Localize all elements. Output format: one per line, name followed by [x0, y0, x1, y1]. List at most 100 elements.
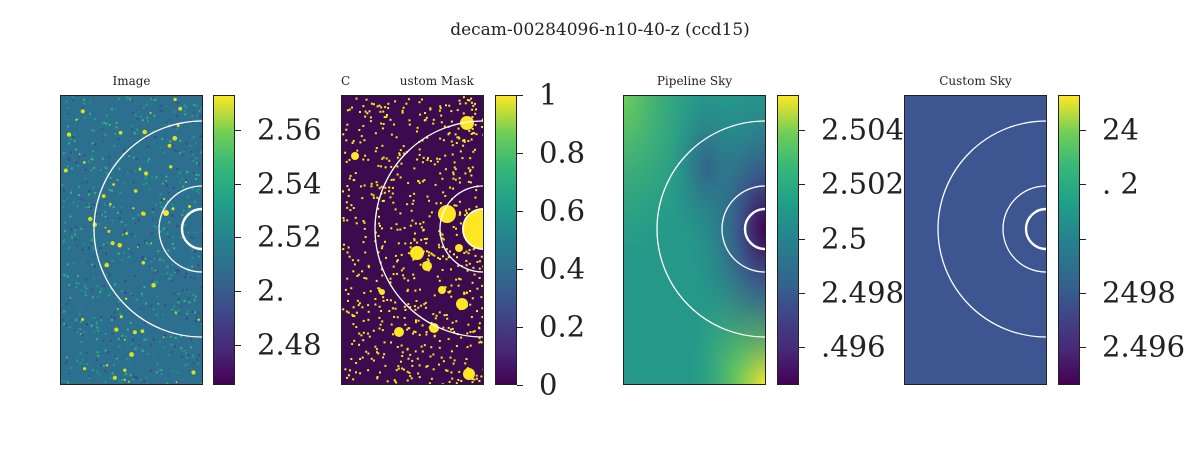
noise-pixel [150, 304, 153, 307]
mask-pixel [471, 297, 474, 300]
noise-pixel [150, 97, 153, 100]
noise-pixel [79, 320, 82, 323]
mask-blob [438, 205, 456, 223]
star [169, 165, 173, 169]
mask-pixel [355, 97, 358, 100]
noise-pixel [87, 377, 90, 380]
mask-pixel [459, 222, 462, 225]
mask-pixel [470, 97, 473, 100]
mask-pixel [471, 108, 474, 111]
noise-pixel [167, 354, 170, 357]
colorbar-tick [235, 129, 241, 131]
noise-pixel [177, 298, 180, 301]
mask-pixel [404, 323, 407, 326]
noise-pixel [151, 211, 154, 214]
custom-mask-panel [341, 95, 484, 385]
noise-pixel [124, 292, 127, 295]
noise-pixel [162, 346, 165, 349]
noise-pixel [186, 317, 188, 320]
noise-pixel [138, 111, 141, 114]
mask-pixel [355, 362, 358, 364]
noise-pixel [68, 299, 70, 302]
noise-pixel [99, 291, 102, 293]
mask-pixel [372, 196, 375, 199]
mask-pixel [452, 226, 455, 228]
star [197, 318, 200, 321]
mask-pixel [458, 213, 461, 216]
mask-pixel [455, 233, 458, 236]
noise-pixel [64, 229, 67, 232]
noise-pixel [148, 266, 151, 269]
noise-pixel [121, 334, 124, 337]
annulus-outer [937, 120, 1046, 338]
star [124, 297, 128, 300]
image-background [61, 96, 202, 384]
noise-pixel [176, 173, 179, 176]
noise-pixel [89, 325, 92, 328]
noise-pixel [183, 300, 186, 302]
star [142, 129, 147, 135]
mask-pixel [432, 118, 435, 121]
noise-pixel [128, 372, 131, 375]
mask-pixel [349, 209, 352, 212]
mask-pixel [395, 136, 398, 139]
noise-pixel [105, 122, 108, 125]
mask-pixel [459, 102, 462, 105]
mask-pixel [471, 281, 474, 284]
mask-pixel [364, 110, 367, 113]
noise-pixel [132, 339, 134, 341]
mask-pixel [450, 110, 453, 113]
noise-pixel [74, 329, 77, 332]
star [107, 229, 111, 233]
noise-pixel [74, 268, 77, 271]
noise-pixel [200, 123, 202, 126]
mask-pixel [374, 303, 377, 306]
mask-pixel [465, 264, 468, 267]
noise-pixel [151, 279, 154, 282]
star [162, 336, 165, 338]
mask-pixel [351, 259, 354, 262]
noise-pixel [165, 121, 168, 124]
noise-pixel [75, 161, 78, 164]
noise-pixel [129, 98, 132, 101]
noise-pixel [162, 313, 165, 316]
noise-pixel [73, 101, 76, 104]
mask-pixel [379, 371, 381, 374]
noise-pixel [193, 277, 196, 280]
noise-pixel [146, 242, 149, 245]
mask-pixel [342, 217, 345, 219]
mask-blob [379, 289, 385, 295]
noise-pixel [133, 133, 136, 136]
mask-pixel [441, 383, 444, 384]
noise-pixel [121, 259, 124, 262]
mask-pixel [364, 251, 367, 254]
mask-pixel [403, 277, 406, 280]
noise-pixel [137, 142, 140, 145]
mask-pixel [471, 116, 474, 119]
mask-pixel [453, 161, 456, 164]
mask-pixel [407, 98, 410, 101]
mask-pixel [449, 250, 451, 253]
custom-sky-fill [905, 96, 1046, 384]
mask-pixel [395, 369, 398, 372]
mask-pixel [450, 140, 453, 143]
noise-pixel [179, 152, 182, 155]
noise-pixel [187, 231, 190, 234]
noise-pixel [112, 329, 115, 332]
mask-pixel [471, 101, 473, 104]
noise-pixel [198, 311, 201, 314]
noise-pixel [171, 243, 174, 246]
noise-pixel [113, 285, 116, 288]
noise-pixel [75, 316, 77, 319]
noise-pixel [184, 113, 187, 116]
star [80, 109, 85, 114]
mask-pixel [394, 307, 397, 310]
noise-pixel [119, 313, 122, 316]
noise-pixel [154, 178, 157, 181]
mask-pixel [478, 380, 481, 382]
noise-pixel [153, 225, 156, 228]
noise-pixel [153, 352, 156, 355]
noise-pixel [70, 339, 73, 342]
noise-pixel [112, 232, 115, 235]
noise-pixel [118, 380, 121, 382]
